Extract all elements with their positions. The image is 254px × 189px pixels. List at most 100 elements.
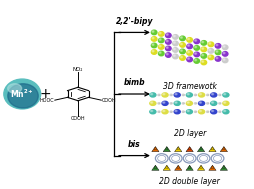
Ellipse shape [157,94,159,96]
Ellipse shape [186,38,192,42]
Ellipse shape [158,45,163,49]
Ellipse shape [4,79,40,109]
Ellipse shape [194,53,196,54]
Polygon shape [210,165,213,168]
Ellipse shape [149,93,155,97]
Ellipse shape [166,34,168,35]
Ellipse shape [172,48,178,52]
Ellipse shape [179,36,185,41]
Ellipse shape [179,43,185,47]
Ellipse shape [222,110,228,114]
Ellipse shape [8,84,22,93]
Ellipse shape [173,48,174,50]
Ellipse shape [158,45,161,47]
Polygon shape [185,147,193,152]
Ellipse shape [162,93,164,95]
Ellipse shape [173,110,180,114]
Ellipse shape [223,93,225,95]
Ellipse shape [201,61,203,62]
Ellipse shape [198,101,204,105]
Ellipse shape [187,51,189,53]
Ellipse shape [169,111,171,112]
Ellipse shape [218,94,220,96]
Ellipse shape [180,56,182,58]
Ellipse shape [179,56,185,60]
Text: 2,2'-bipy: 2,2'-bipy [115,17,153,26]
Ellipse shape [198,93,201,95]
Ellipse shape [169,103,171,104]
Ellipse shape [158,32,163,36]
Polygon shape [187,147,190,150]
Ellipse shape [173,35,174,37]
Ellipse shape [218,111,220,112]
Text: 3D framewotk: 3D framewotk [162,82,216,91]
Ellipse shape [180,50,182,51]
Text: HOOC: HOOC [40,98,54,103]
Ellipse shape [194,94,196,96]
Ellipse shape [172,35,178,39]
Ellipse shape [151,30,156,35]
Ellipse shape [151,50,156,54]
Ellipse shape [182,111,184,112]
Ellipse shape [186,57,192,62]
Ellipse shape [201,54,203,56]
Ellipse shape [221,58,227,63]
Ellipse shape [193,59,199,63]
Polygon shape [219,147,227,152]
Ellipse shape [198,110,201,112]
Ellipse shape [182,94,183,95]
Ellipse shape [198,102,201,103]
Ellipse shape [194,111,196,112]
Ellipse shape [182,94,184,96]
Ellipse shape [157,103,159,104]
Polygon shape [210,147,213,150]
Ellipse shape [158,38,163,43]
Ellipse shape [174,102,176,103]
Polygon shape [208,147,215,152]
Ellipse shape [172,54,178,59]
Ellipse shape [173,93,180,97]
Ellipse shape [150,102,152,103]
Ellipse shape [200,54,206,58]
Ellipse shape [158,52,161,53]
Ellipse shape [182,111,183,112]
Ellipse shape [173,42,174,43]
Ellipse shape [186,102,188,103]
Ellipse shape [162,102,164,103]
Ellipse shape [222,52,224,54]
Ellipse shape [150,110,152,112]
Ellipse shape [158,39,161,40]
Ellipse shape [218,111,219,112]
Polygon shape [153,147,156,150]
Ellipse shape [194,59,196,61]
Ellipse shape [186,93,188,95]
Ellipse shape [161,110,167,114]
Ellipse shape [200,47,206,52]
Ellipse shape [187,38,189,40]
Ellipse shape [179,49,185,54]
Ellipse shape [187,58,189,59]
Ellipse shape [194,40,196,41]
Ellipse shape [198,110,204,114]
Ellipse shape [214,44,220,48]
Ellipse shape [173,101,180,105]
Ellipse shape [186,44,192,49]
Ellipse shape [8,84,38,108]
Ellipse shape [200,60,206,65]
Ellipse shape [158,51,163,56]
Polygon shape [151,147,158,152]
Ellipse shape [149,101,155,105]
Ellipse shape [210,101,216,105]
Ellipse shape [193,52,199,57]
Ellipse shape [201,48,203,49]
Ellipse shape [151,50,153,52]
Ellipse shape [180,43,182,45]
Ellipse shape [157,111,158,112]
Ellipse shape [211,110,213,112]
Text: $\mathbf{Mn^{2+}}$: $\mathbf{Mn^{2+}}$ [10,88,34,100]
Ellipse shape [208,43,210,44]
Ellipse shape [207,49,213,53]
Ellipse shape [186,93,192,97]
Ellipse shape [198,93,204,97]
Ellipse shape [150,93,152,95]
